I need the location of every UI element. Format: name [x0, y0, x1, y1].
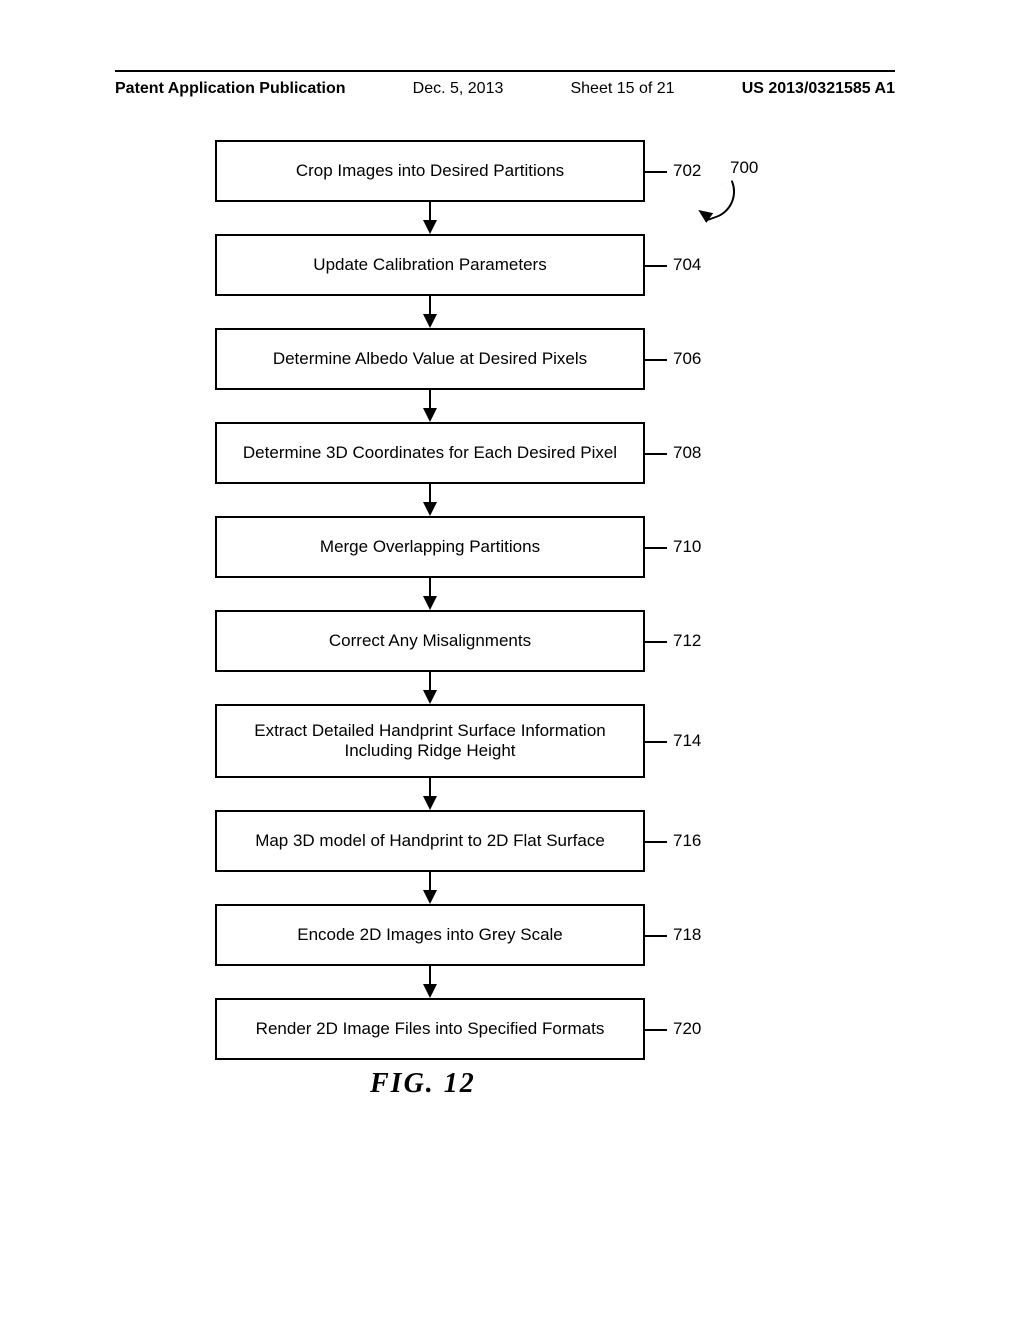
arrow-708-to-710 — [215, 484, 645, 516]
arrow-head-icon — [423, 408, 437, 422]
ref-label-716: 716 — [673, 831, 701, 851]
publication-label: Patent Application Publication — [115, 80, 346, 98]
flow-step-712: Correct Any Misalignments — [215, 610, 645, 672]
ref-label-714: 714 — [673, 731, 701, 751]
arrow-704-to-706 — [215, 296, 645, 328]
arrow-line — [429, 672, 431, 690]
arrow-702-to-704 — [215, 202, 645, 234]
arrow-head-icon — [423, 502, 437, 516]
ref-tick-712 — [645, 641, 667, 643]
arrow-head-icon — [423, 984, 437, 998]
arrow-710-to-712 — [215, 578, 645, 610]
ref-tick-710 — [645, 547, 667, 549]
ref-tick-704 — [645, 265, 667, 267]
flow-step-710: Merge Overlapping Partitions — [215, 516, 645, 578]
sheet-label: Sheet 15 of 21 — [570, 80, 674, 98]
ref-label-702: 702 — [673, 161, 701, 181]
flow-step-704: Update Calibration Parameters — [215, 234, 645, 296]
arrow-head-icon — [423, 220, 437, 234]
figure-ref-700: 700 — [730, 158, 758, 178]
ref-tick-714 — [645, 741, 667, 743]
arrow-line — [429, 872, 431, 890]
ref-tick-708 — [645, 453, 667, 455]
flow-step-706: Determine Albedo Value at Desired Pixels — [215, 328, 645, 390]
arrow-line — [429, 966, 431, 984]
arrow-head-icon — [423, 690, 437, 704]
arrow-716-to-718 — [215, 872, 645, 904]
arrow-line — [429, 578, 431, 596]
flow-step-702: Crop Images into Desired Partitions — [215, 140, 645, 202]
ref-label-720: 720 — [673, 1019, 701, 1039]
page-header: Patent Application Publication Dec. 5, 2… — [115, 80, 895, 98]
date-label: Dec. 5, 2013 — [413, 80, 504, 98]
header-rule — [115, 70, 895, 72]
figure-caption: FIG. 12 — [370, 1068, 476, 1100]
flow-step-716: Map 3D model of Handprint to 2D Flat Sur… — [215, 810, 645, 872]
ref-tick-718 — [645, 935, 667, 937]
arrow-714-to-716 — [215, 778, 645, 810]
flow-step-708: Determine 3D Coordinates for Each Desire… — [215, 422, 645, 484]
docnum-label: US 2013/0321585 A1 — [742, 80, 895, 98]
ref-label-704: 704 — [673, 255, 701, 275]
arrow-head-icon — [423, 314, 437, 328]
ref-label-708: 708 — [673, 443, 701, 463]
ref-tick-716 — [645, 841, 667, 843]
arrow-706-to-708 — [215, 390, 645, 422]
arrow-line — [429, 202, 431, 220]
ref-label-710: 710 — [673, 537, 701, 557]
arrow-line — [429, 390, 431, 408]
arrow-head-icon — [423, 890, 437, 904]
ref-label-706: 706 — [673, 349, 701, 369]
arrow-line — [429, 484, 431, 502]
arrow-718-to-720 — [215, 966, 645, 998]
arrow-head-icon — [423, 796, 437, 810]
arrow-head-icon — [423, 596, 437, 610]
arrow-712-to-714 — [215, 672, 645, 704]
ref-tick-706 — [645, 359, 667, 361]
arrow-line — [429, 778, 431, 796]
ref-label-718: 718 — [673, 925, 701, 945]
flow-step-714: Extract Detailed Handprint Surface Infor… — [215, 704, 645, 778]
ref-tick-702 — [645, 171, 667, 173]
ref-tick-720 — [645, 1029, 667, 1031]
flow-step-718: Encode 2D Images into Grey Scale — [215, 904, 645, 966]
flowchart-700: Crop Images into Desired Partitions Updat… — [215, 140, 645, 1060]
flow-step-720: Render 2D Image Files into Specified For… — [215, 998, 645, 1060]
ref-label-712: 712 — [673, 631, 701, 651]
arrow-line — [429, 296, 431, 314]
patent-page: Patent Application Publication Dec. 5, 2… — [0, 0, 1024, 1320]
